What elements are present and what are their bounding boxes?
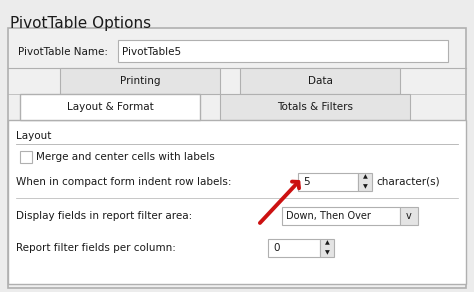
FancyBboxPatch shape	[8, 28, 466, 288]
Text: ▲: ▲	[363, 175, 367, 180]
Text: Display fields in report filter area:: Display fields in report filter area:	[16, 211, 192, 221]
Text: v: v	[406, 211, 412, 221]
FancyBboxPatch shape	[220, 94, 410, 120]
Text: Data: Data	[308, 76, 332, 86]
Text: ▲: ▲	[325, 241, 329, 246]
Text: When in compact form indent row labels:: When in compact form indent row labels:	[16, 177, 231, 187]
Text: PivotTable5: PivotTable5	[122, 47, 181, 57]
FancyBboxPatch shape	[60, 68, 220, 94]
FancyBboxPatch shape	[118, 40, 448, 62]
FancyBboxPatch shape	[400, 207, 418, 225]
Text: ▼: ▼	[363, 185, 367, 190]
Text: Totals & Filters: Totals & Filters	[277, 102, 353, 112]
Text: PivotTable Name:: PivotTable Name:	[18, 47, 108, 57]
Text: PivotTable Options: PivotTable Options	[10, 16, 151, 31]
Text: Report filter fields per column:: Report filter fields per column:	[16, 243, 176, 253]
FancyBboxPatch shape	[320, 239, 334, 257]
FancyBboxPatch shape	[298, 173, 358, 191]
Text: Printing: Printing	[120, 76, 160, 86]
Text: ▼: ▼	[325, 251, 329, 256]
FancyBboxPatch shape	[358, 173, 372, 191]
FancyBboxPatch shape	[282, 207, 400, 225]
Text: Down, Then Over: Down, Then Over	[286, 211, 371, 221]
FancyBboxPatch shape	[20, 151, 32, 163]
Text: 5: 5	[303, 177, 310, 187]
Text: 0: 0	[273, 243, 280, 253]
Text: Layout & Format: Layout & Format	[67, 102, 154, 112]
FancyBboxPatch shape	[20, 94, 200, 120]
Text: Layout: Layout	[16, 131, 51, 141]
FancyBboxPatch shape	[8, 120, 466, 284]
FancyBboxPatch shape	[240, 68, 400, 94]
Text: character(s): character(s)	[376, 177, 439, 187]
Text: Merge and center cells with labels: Merge and center cells with labels	[36, 152, 215, 162]
FancyBboxPatch shape	[268, 239, 320, 257]
